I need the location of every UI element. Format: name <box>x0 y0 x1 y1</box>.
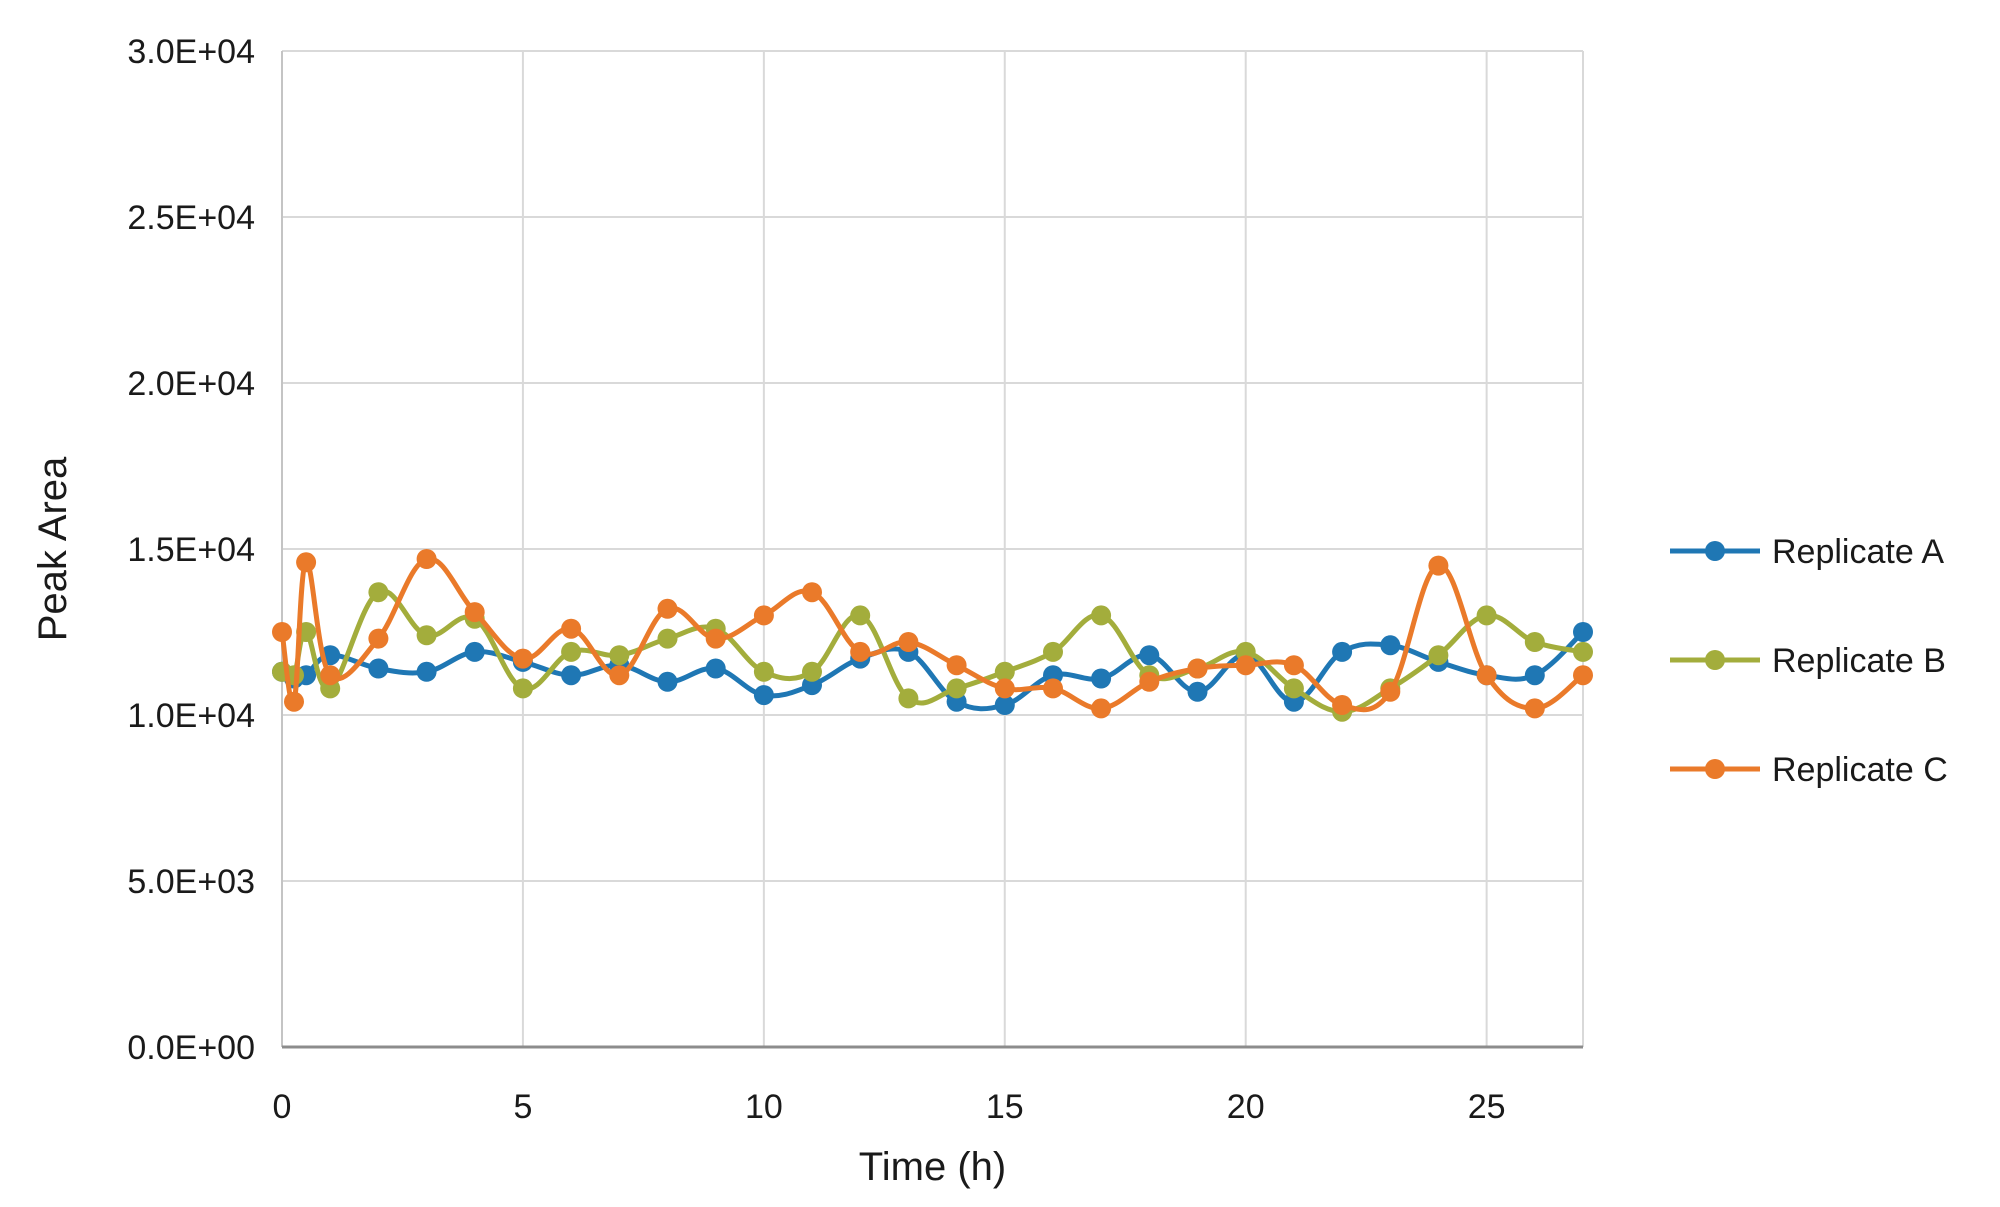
tick-labels: 0.0E+00 5.0E+03 1.0E+04 1.5E+04 2.0E+04 2.5E+… <box>127 33 1505 1126</box>
data-point-replicate-c <box>1283 655 1304 676</box>
data-point-replicate-c <box>1428 555 1449 576</box>
y-tick-label: 1.0E+04 <box>127 697 255 735</box>
data-point-replicate-b <box>609 645 630 666</box>
data-point-replicate-b <box>946 678 967 699</box>
y-axis-title: Peak Area <box>31 456 75 641</box>
legend-label: Replicate B <box>1772 642 1946 680</box>
y-tick-label: 5.0E+03 <box>127 863 255 901</box>
x-tick-label: 0 <box>273 1088 292 1126</box>
data-point-replicate-c <box>320 665 341 686</box>
x-tick-label: 10 <box>745 1088 783 1126</box>
data-point-replicate-a <box>657 671 678 692</box>
x-tick-label: 25 <box>1468 1088 1506 1126</box>
data-point-replicate-a <box>464 641 485 662</box>
data-point-replicate-c <box>561 618 582 639</box>
data-point-replicate-c <box>994 678 1015 699</box>
legend-item-replicate-b: Replicate B <box>1670 642 1946 680</box>
legend-swatch-marker <box>1705 650 1725 670</box>
data-point-replicate-b <box>1573 641 1593 662</box>
y-tick-label: 1.5E+04 <box>127 531 255 569</box>
data-point-replicate-a <box>1332 641 1353 662</box>
data-point-replicate-c <box>1332 695 1353 715</box>
data-point-replicate-a <box>561 665 582 686</box>
data-point-replicate-c <box>296 552 317 573</box>
data-point-replicate-a <box>368 658 389 679</box>
data-point-replicate-c <box>368 628 389 649</box>
data-point-replicate-b <box>1524 632 1545 652</box>
y-tick-label: 2.0E+04 <box>127 365 255 403</box>
data-point-replicate-b <box>657 628 678 649</box>
data-point-replicate-b <box>1283 678 1304 699</box>
data-point-replicate-c <box>850 641 871 662</box>
data-point-replicate-b <box>1476 605 1497 626</box>
data-point-replicate-c <box>657 598 678 619</box>
data-point-replicate-b <box>561 641 582 662</box>
data-point-replicate-a <box>705 658 726 679</box>
data-point-replicate-c <box>1524 698 1545 719</box>
x-axis-title: Time (h) <box>859 1145 1006 1189</box>
data-point-replicate-a <box>1187 681 1208 702</box>
data-point-replicate-a <box>1573 622 1593 642</box>
legend-item-replicate-c: Replicate C <box>1670 751 1948 789</box>
data-point-replicate-a <box>416 661 437 682</box>
data-point-replicate-a <box>1524 665 1545 686</box>
y-tick-label: 3.0E+04 <box>127 33 255 71</box>
legend-item-replicate-a: Replicate A <box>1670 533 1944 571</box>
legend: Replicate A Replicate B Replicate C <box>1670 533 1948 789</box>
data-point-replicate-c <box>609 665 630 686</box>
data-point-replicate-b <box>1091 605 1112 626</box>
x-tick-label: 5 <box>513 1088 532 1126</box>
data-point-replicate-b <box>512 678 533 699</box>
data-point-replicate-c <box>1091 698 1112 719</box>
legend-swatch-marker <box>1705 541 1725 561</box>
data-point-replicate-c <box>1476 665 1497 686</box>
data-point-replicate-b <box>1043 641 1063 662</box>
data-point-replicate-a <box>1380 635 1401 656</box>
data-point-replicate-c <box>946 655 967 676</box>
data-point-replicate-b <box>850 605 871 626</box>
data-point-replicate-c <box>416 549 437 569</box>
data-point-replicate-c <box>272 622 292 642</box>
data-point-replicate-b <box>1428 645 1449 666</box>
data-point-replicate-b <box>368 582 389 603</box>
x-tick-label: 20 <box>1227 1088 1265 1126</box>
data-point-replicate-b <box>994 661 1015 682</box>
y-tick-label: 2.5E+04 <box>127 199 255 237</box>
data-point-replicate-a <box>994 695 1015 715</box>
data-point-replicate-b <box>416 625 437 646</box>
data-point-replicate-a <box>753 685 774 706</box>
data-point-replicate-b <box>753 661 774 682</box>
data-point-replicate-c <box>753 605 774 626</box>
series-group <box>272 549 1593 722</box>
series-replicate-c <box>272 549 1593 719</box>
data-point-replicate-b <box>898 688 919 709</box>
data-point-replicate-c <box>1043 678 1063 699</box>
legend-swatch-marker <box>1705 759 1725 779</box>
axes <box>281 51 1583 1049</box>
data-point-replicate-c <box>1235 655 1256 676</box>
data-point-replicate-c <box>284 691 304 712</box>
data-point-replicate-c <box>1187 658 1208 679</box>
data-point-replicate-a <box>1139 645 1160 666</box>
data-point-replicate-c <box>705 628 726 649</box>
gridlines <box>282 50 1584 1047</box>
data-point-replicate-c <box>898 632 919 652</box>
legend-label: Replicate A <box>1772 533 1944 571</box>
data-point-replicate-c <box>512 648 533 669</box>
data-point-replicate-c <box>1573 665 1593 686</box>
data-point-replicate-c <box>802 582 822 603</box>
data-point-replicate-c <box>1139 671 1160 692</box>
y-tick-label: 0.0E+00 <box>127 1029 255 1067</box>
data-point-replicate-b <box>802 661 822 682</box>
x-tick-label: 15 <box>986 1088 1024 1126</box>
legend-label: Replicate C <box>1772 751 1948 789</box>
data-point-replicate-c <box>1380 681 1401 702</box>
data-point-replicate-c <box>464 602 485 623</box>
data-point-replicate-a <box>1091 668 1112 689</box>
